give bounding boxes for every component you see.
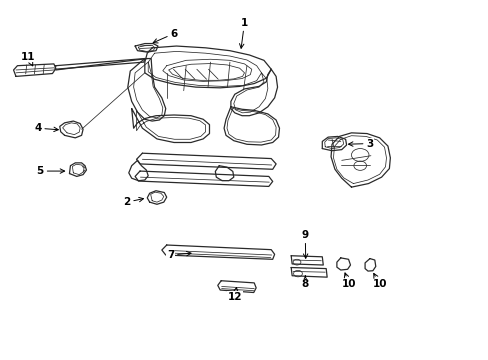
Text: 10: 10 — [341, 273, 356, 289]
Text: 11: 11 — [21, 52, 35, 66]
Text: 10: 10 — [372, 273, 386, 289]
Text: 12: 12 — [227, 288, 242, 302]
Text: 5: 5 — [37, 166, 64, 176]
Text: 3: 3 — [348, 139, 373, 149]
Text: 6: 6 — [153, 28, 177, 43]
Text: 4: 4 — [34, 123, 58, 133]
Text: 9: 9 — [301, 230, 308, 258]
Text: 1: 1 — [239, 18, 247, 48]
Text: 2: 2 — [123, 197, 143, 207]
Text: 8: 8 — [301, 276, 308, 289]
Text: 7: 7 — [166, 250, 191, 260]
